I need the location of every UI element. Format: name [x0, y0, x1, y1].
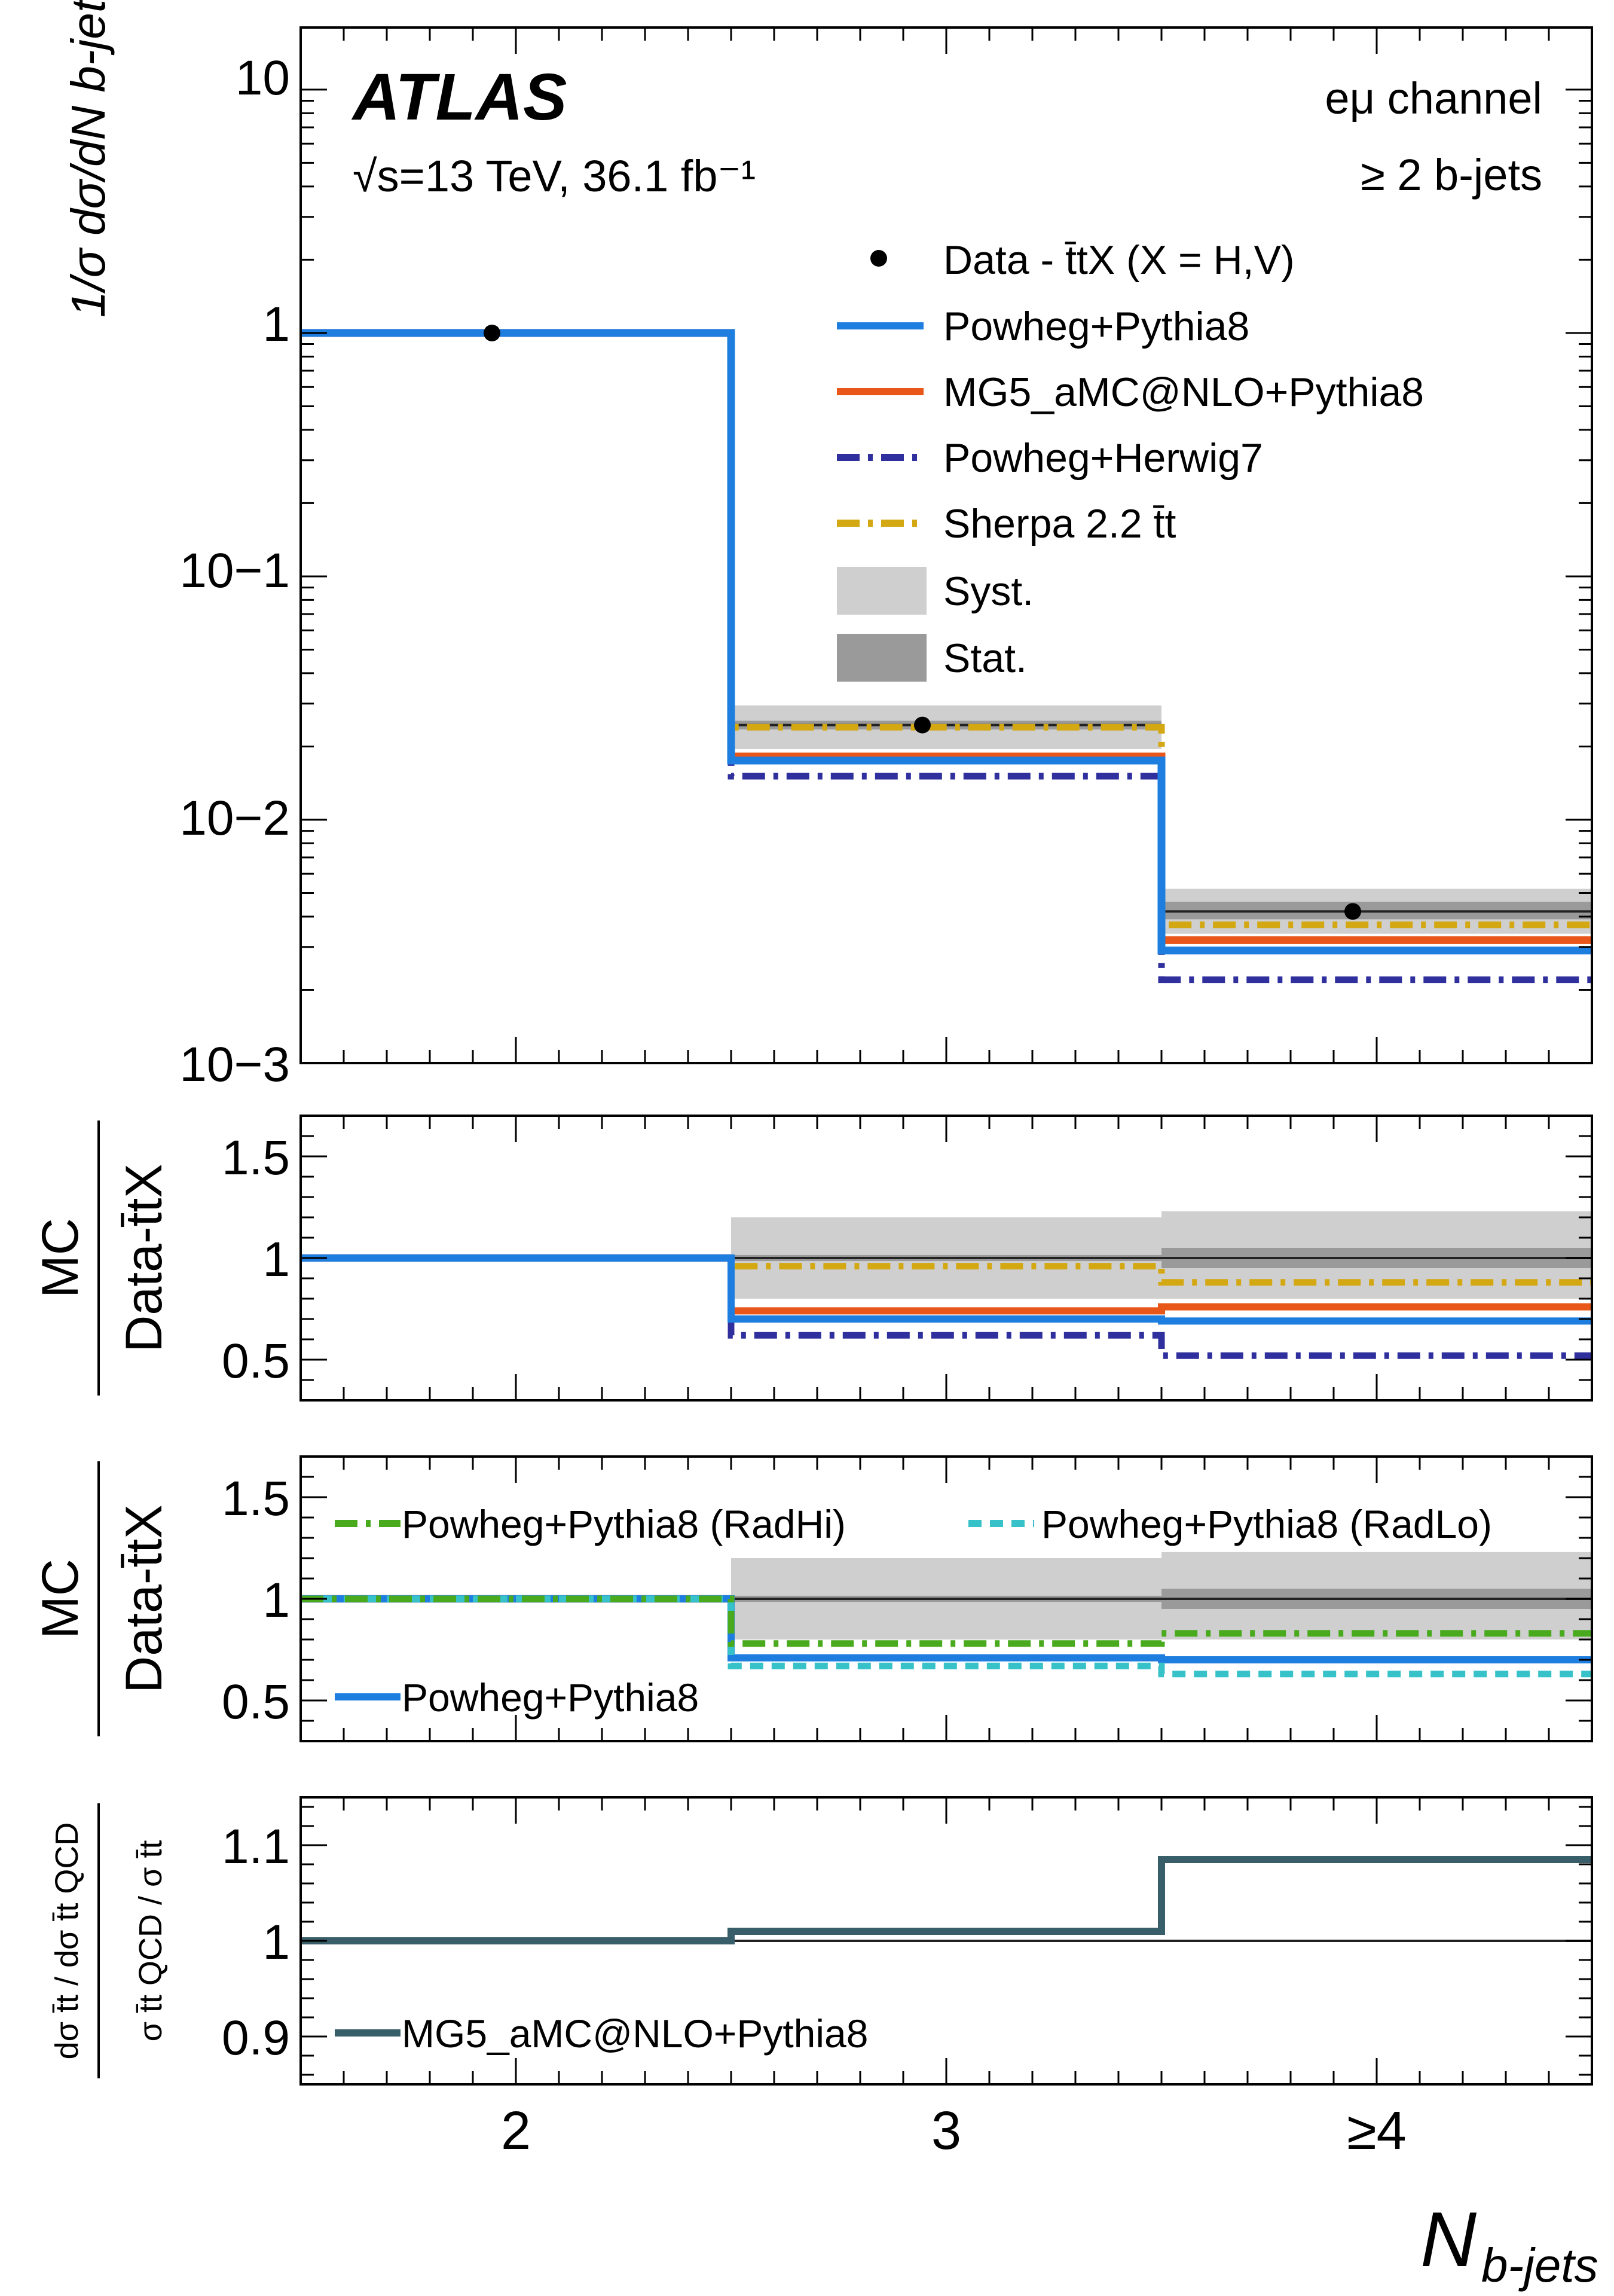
legend-label-mg5-ratio3: MG5_aMC@NLO+Pythia8 — [402, 2011, 868, 2056]
ratio3-ylabel-bottom: σ t̄t QCD / σ t̄t — [133, 1840, 169, 2042]
ratio-series-powheg-pythia8-radlo — [301, 1595, 1592, 1678]
x-axis-title: N b-jets — [1420, 2196, 1598, 2292]
ratio2-ylabel-bottom: Data-t̄tX — [115, 1504, 173, 1693]
ratio-ytick-label: 0.5 — [222, 1675, 290, 1729]
ratio3-panel: 1.1 1 0.9 dσ t̄t / dσ t̄t QCD σ t̄t QCD / … — [49, 1796, 1593, 2086]
ratio3-marks — [301, 1856, 1592, 1944]
ratio-ytick-label: 1 — [262, 1232, 290, 1287]
legend-stat-swatch — [837, 634, 927, 682]
ratio2-ticks — [301, 1457, 1592, 1741]
ratio1-ticks — [301, 1116, 1592, 1400]
data-point-1 — [484, 324, 500, 341]
series-powheg-pythia8 — [301, 329, 1592, 955]
ratio2-y-label: MC Data-t̄tX — [32, 1461, 173, 1736]
ratio-ytick-label: 0.5 — [222, 1334, 290, 1388]
ratio3-y-label: dσ t̄t / dσ t̄t QCD σ t̄t QCD / σ t̄t — [49, 1803, 169, 2078]
legend-label-powheg-pythia8-ratio2: Powheg+Pythia8 — [402, 1675, 699, 1720]
data-point-2 — [914, 716, 931, 734]
legend-label-radhi: Powheg+Pythia8 (RadHi) — [402, 1502, 846, 1546]
ytick-label-1: 1 — [262, 297, 290, 352]
legend-label-powheg-pythia8: Powheg+Pythia8 — [943, 304, 1249, 349]
legend-label-mg5-amc-nlo-pythia8: MG5_aMC@NLO+Pythia8 — [943, 370, 1424, 415]
x-axis-title-sub: b-jets — [1481, 2239, 1598, 2292]
main-ylabel-text: 1/σ dσ/dN b-jet — [62, 0, 115, 317]
ratio-ytick-label: 1 — [262, 1573, 290, 1628]
ratio1-panel: 1.5 1 0.5 MC Data-t̄tX — [32, 1115, 1593, 1402]
ratio1-ylabel-bottom: Data-t̄tX — [115, 1164, 173, 1352]
ratio3-ticks — [301, 1797, 1592, 2084]
legend-label-radlo: Powheg+Pythia8 (RadLo) — [1041, 1502, 1492, 1546]
ytick-label-1e-1: 10−1 — [179, 544, 290, 598]
ytick-label-1e-2: 10−2 — [179, 791, 290, 845]
ratio-ytick-label: 1 — [262, 1915, 290, 1970]
ratio1-y-label: MC Data-t̄tX — [32, 1120, 173, 1396]
legend-label-sherpa-2-2-t-t: Sherpa 2.2 t̄t — [943, 501, 1176, 546]
ytick-label-1e-3: 10−3 — [179, 1037, 290, 1092]
main-legend: Data - t̄tX (X = H,V) Powheg+Pythia8 MG5_a… — [837, 237, 1424, 682]
ratio-ytick-label: 1.5 — [222, 1131, 290, 1185]
main-ticks — [301, 28, 1592, 1064]
legend-syst-label: Syst. — [943, 569, 1034, 614]
ratio1-ylabel-top: MC — [32, 1218, 89, 1298]
main-marks — [301, 324, 1592, 984]
ratio3-legend: MG5_aMC@NLO+Pythia8 — [335, 2011, 868, 2056]
channel-label: eμ channel — [1325, 74, 1542, 123]
ratio-ytick-label: 1.1 — [222, 1819, 290, 1874]
legend-syst-swatch — [837, 567, 927, 615]
series-sherpa-2-2-t-t — [301, 329, 1592, 929]
ratio3-y-tick-labels: 1.1 1 0.9 — [222, 1819, 290, 2065]
xtick-label-4: ≥4 — [1347, 2101, 1406, 2161]
ratio-ytick-label: 0.9 — [222, 2011, 290, 2065]
ratio3-ylabel-top: dσ t̄t / dσ t̄t QCD — [49, 1822, 85, 2060]
x-axis-title-main: N — [1420, 2196, 1477, 2283]
ratio-ytick-label: 1.5 — [222, 1471, 290, 1526]
xtick-label-2: 2 — [501, 2101, 531, 2161]
data-point-3 — [1344, 903, 1361, 920]
main-y-axis-label: 1/σ dσ/dN b-jet — [62, 0, 115, 317]
main-panel: 10 1 10−1 10−2 10−3 1/σ dσ/dN b-jet ATLA… — [62, 0, 1593, 1092]
ratio-series-mg5-amc-nlo-pythia8 — [301, 1856, 1592, 1944]
x-axis: 2 3 ≥4 — [501, 2101, 1407, 2161]
main-frame — [299, 26, 1593, 1064]
ratio2-panel: 1.5 1 0.5 MC Data-t̄tX Powheg+Pythia8 (Rad… — [32, 1455, 1593, 1742]
ratio-series-powheg-pythia8-radhi — [301, 1595, 1592, 1647]
ratio-series-powheg-pythia8 — [301, 1254, 1592, 1325]
legend-data-marker — [870, 250, 887, 267]
ratio1-y-tick-labels: 1.5 1 0.5 — [222, 1131, 290, 1388]
ratio1-marks — [301, 1211, 1592, 1359]
atlas-label: ATLAS — [351, 60, 567, 134]
main-y-tick-labels: 10 1 10−1 10−2 10−3 — [179, 51, 290, 1092]
xtick-label-3: 3 — [931, 2101, 961, 2161]
energy-lumi-label: √s=13 TeV, 36.1 fb⁻¹ — [353, 151, 756, 201]
ratio3-frame — [299, 1796, 1593, 2086]
ratio2-ylabel-top: MC — [32, 1559, 89, 1639]
ratio1-frame — [299, 1115, 1593, 1402]
ytick-label-10: 10 — [236, 51, 290, 105]
legend-stat-label: Stat. — [943, 636, 1027, 681]
legend-label-powheg-herwig7: Powheg+Herwig7 — [943, 435, 1263, 481]
ratio2-y-tick-labels: 1.5 1 0.5 — [222, 1471, 290, 1729]
selection-label: ≥ 2 b-jets — [1361, 150, 1542, 200]
legend-data-label: Data - t̄tX (X = H,V) — [943, 237, 1295, 283]
ratio2-marks — [301, 1552, 1592, 1678]
ratio2-legend: Powheg+Pythia8 (RadHi) Powheg+Pythia8 (Ra… — [335, 1502, 1492, 1720]
ratio2-frame — [299, 1455, 1593, 1742]
